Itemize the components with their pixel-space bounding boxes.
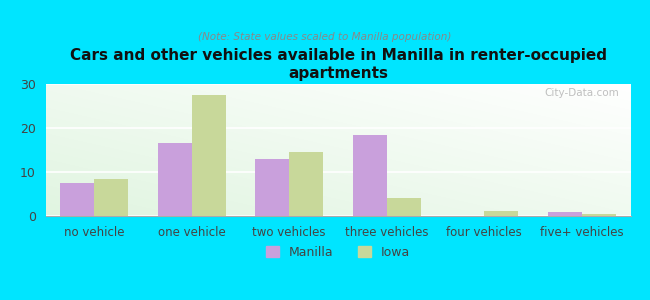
- Bar: [289, 152, 324, 216]
- Bar: [484, 211, 519, 216]
- Bar: [387, 198, 421, 216]
- Bar: [255, 159, 289, 216]
- Bar: [94, 178, 129, 216]
- Legend: Manilla, Iowa: Manilla, Iowa: [260, 240, 416, 265]
- Bar: [157, 143, 192, 216]
- Bar: [547, 212, 582, 216]
- Bar: [353, 135, 387, 216]
- Title: Cars and other vehicles available in Manilla in renter-occupied
apartments: Cars and other vehicles available in Man…: [70, 48, 606, 81]
- Text: City-Data.com: City-Data.com: [544, 88, 619, 98]
- Bar: [60, 183, 94, 216]
- Bar: [192, 95, 226, 216]
- Text: (Note: State values scaled to Manilla population): (Note: State values scaled to Manilla po…: [198, 32, 452, 41]
- Bar: [582, 214, 616, 216]
